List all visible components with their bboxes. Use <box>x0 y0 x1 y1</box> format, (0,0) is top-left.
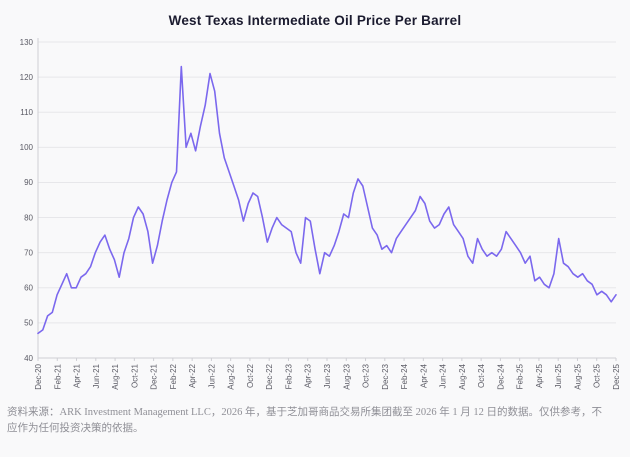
x-axis-label: Apr-24 <box>419 363 428 388</box>
x-axis-label: Aug-22 <box>227 363 236 389</box>
x-axis-label: Dec-21 <box>150 363 159 389</box>
y-axis-label: 110 <box>20 108 33 117</box>
x-axis-label: Feb-23 <box>284 363 293 389</box>
x-axis-label: Aug-21 <box>111 363 120 389</box>
x-axis-label: Jun-21 <box>92 363 101 388</box>
x-axis-label: Oct-21 <box>130 363 139 388</box>
source-footnote: 资料来源：ARK Investment Management LLC，2026 … <box>7 407 602 435</box>
x-axis-label: Oct-22 <box>246 363 255 388</box>
y-axis-label: 40 <box>24 354 33 363</box>
x-axis-label: Apr-23 <box>304 363 313 388</box>
y-axis-label: 80 <box>24 213 33 222</box>
x-axis-label: Jun-25 <box>554 363 563 388</box>
x-axis-label: Dec-22 <box>265 363 274 389</box>
wti-price-chart: 40 50 60 70 80 90 100 110 120 130 Dec-20 Feb-21 Apr-… <box>20 38 621 390</box>
x-axis-label: Aug-25 <box>573 363 582 389</box>
x-axis-label: Oct-25 <box>593 363 602 388</box>
x-axis-label: Oct-24 <box>477 363 486 388</box>
x-axis-label: Aug-23 <box>342 363 351 389</box>
y-axis-label: 70 <box>24 248 33 257</box>
x-axis-label: Feb-22 <box>169 363 178 389</box>
y-axis-label: 50 <box>24 319 33 328</box>
x-axis-label: Feb-24 <box>400 363 409 389</box>
x-axis-label: Dec-25 <box>612 363 621 389</box>
chart-title: West Texas Intermediate Oil Price Per Ba… <box>168 13 462 28</box>
x-axis-label: Jun-22 <box>207 363 216 388</box>
x-axis-label: Dec-24 <box>496 363 505 389</box>
x-axis-label: Oct-23 <box>362 363 371 388</box>
x-axis-label: Apr-22 <box>188 363 197 388</box>
x-axis-label: Aug-24 <box>458 363 467 389</box>
x-axis-label: Jun-23 <box>323 363 332 388</box>
x-axis-label: Dec-23 <box>381 363 390 389</box>
wti-price-line <box>37 65 617 335</box>
x-axis-label: Dec-20 <box>34 363 43 389</box>
y-axis-label: 120 <box>20 73 34 82</box>
y-axis-label: 60 <box>24 284 33 293</box>
y-axis-label: 130 <box>20 38 34 47</box>
y-axis-label: 100 <box>20 143 34 152</box>
y-axis-label: 90 <box>24 178 33 187</box>
x-axis-label: Apr-25 <box>535 363 544 388</box>
x-axis-label: Jun-24 <box>439 363 448 388</box>
x-axis-label: Apr-21 <box>73 363 82 388</box>
chart-area: 40 50 60 70 80 90 100 110 120 130 Dec-20 Feb-21 Apr-… <box>0 32 630 397</box>
x-axis-label: Feb-25 <box>516 363 525 389</box>
x-axis-label: Feb-21 <box>53 363 62 389</box>
